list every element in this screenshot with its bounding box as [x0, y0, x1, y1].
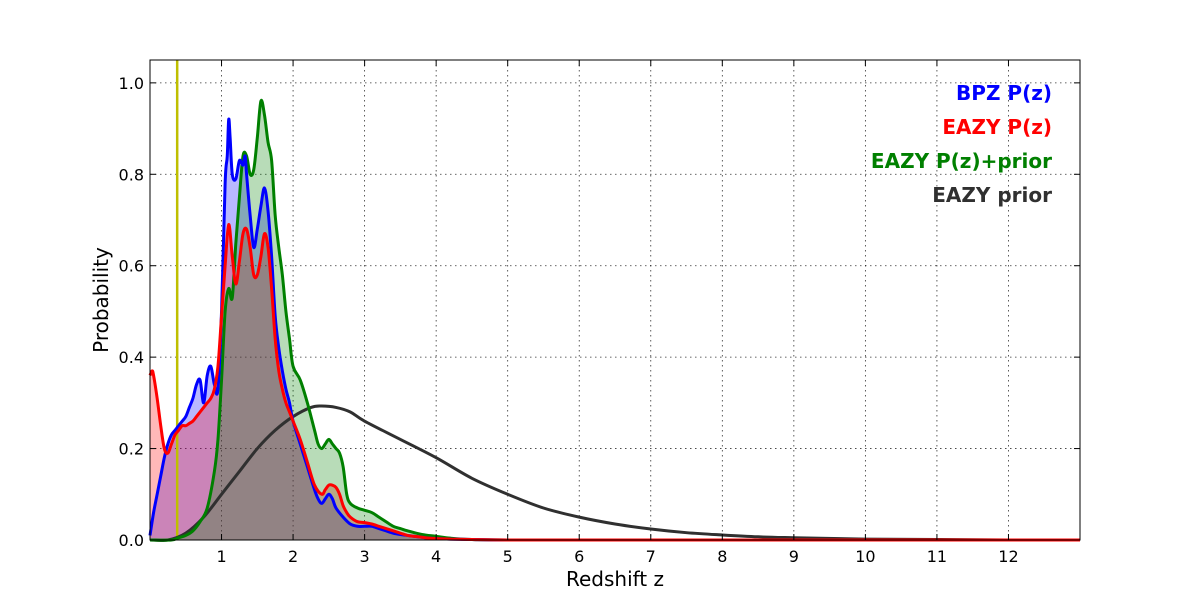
legend-eazy-p-z-prior: EAZY P(z)+prior: [871, 149, 1052, 173]
y-tick-label: 0.2: [119, 440, 144, 459]
tick-layer: 1 2 3 4 5 6 7 8 9 10 11 120.00.20.40.60.81.0: [119, 60, 1080, 566]
x-tick-label: 5: [503, 547, 513, 566]
eazy-prior-line: [149, 404, 1081, 543]
x-tick-label: 1: [216, 547, 226, 566]
legend-eazy-prior: EAZY prior: [932, 183, 1052, 207]
legend-bpz-p-z: BPZ P(z): [956, 81, 1052, 105]
plot-frame: [149, 59, 1081, 541]
y-tick-label: 1.0: [119, 74, 144, 93]
line-layer: [148, 98, 1081, 543]
x-tick-label: 12: [998, 547, 1018, 566]
y-tick-label: 0.0: [119, 531, 144, 550]
eazy-p-z-prior-fill: [150, 100, 1080, 541]
eazy-p-z-line: [148, 223, 1080, 542]
eazy-p-z-fill: [150, 224, 1080, 541]
legend-eazy-p-z: EAZY P(z): [942, 115, 1052, 139]
x-tick-label: 10: [855, 547, 875, 566]
x-tick-label: 9: [789, 547, 799, 566]
x-tick-label: 7: [646, 547, 656, 566]
x-tick-label: 8: [717, 547, 727, 566]
x-tick-label: 4: [431, 547, 441, 566]
y-tick-label: 0.8: [119, 165, 144, 184]
y-tick-label: 0.4: [119, 348, 144, 367]
legend: BPZ P(z) EAZY P(z) EAZY P(z)+prior EAZY pri…: [871, 81, 1052, 207]
y-axis-label: Probability: [89, 247, 113, 353]
x-axis-label: Redshift z: [566, 567, 664, 591]
x-tick-label: 11: [927, 547, 947, 566]
fill-layer: [150, 100, 1080, 541]
eazy-p-z-prior-line: [149, 98, 1080, 542]
y-tick-label: 0.6: [119, 257, 144, 276]
x-tick-label: 3: [360, 547, 370, 566]
x-tick-label: 2: [288, 547, 298, 566]
bpz-p-z-fill: [150, 118, 1080, 541]
x-tick-label: 6: [574, 547, 584, 566]
grid: [150, 60, 1080, 540]
